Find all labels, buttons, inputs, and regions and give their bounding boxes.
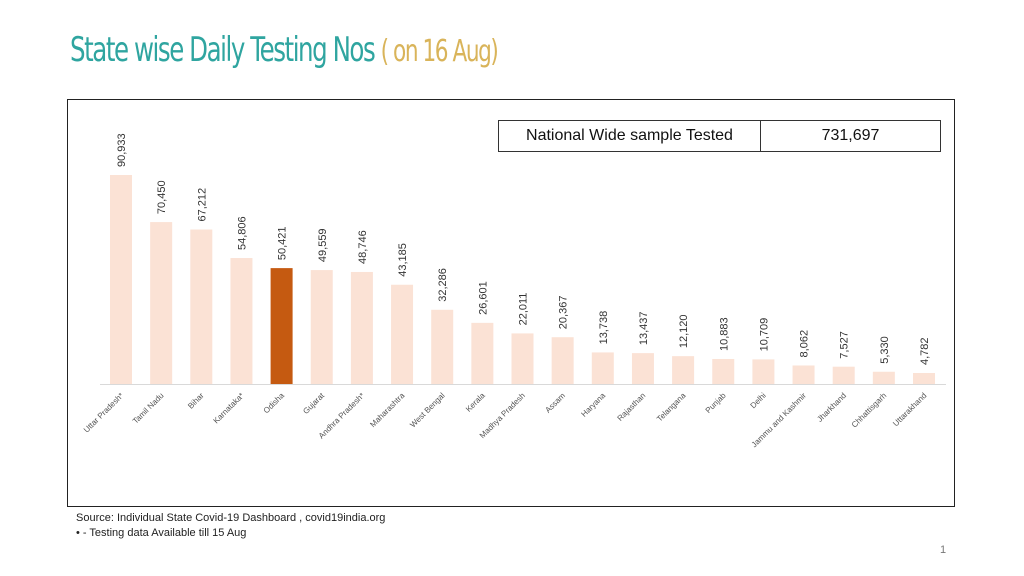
data-label: 70,450 xyxy=(156,180,168,214)
bar xyxy=(913,373,935,384)
bar xyxy=(350,271,373,384)
data-label: 54,806 xyxy=(236,216,248,250)
category-label: Telangana xyxy=(655,391,688,424)
data-label: 8,062 xyxy=(799,330,811,358)
national-total-value: 731,697 xyxy=(821,127,880,144)
national-total-table: National Wide sample Tested 731,697 xyxy=(498,120,941,152)
category-label: Jharkhand xyxy=(815,391,848,424)
data-label: 32,286 xyxy=(437,268,449,302)
data-label: 43,185 xyxy=(397,243,409,277)
bar xyxy=(110,175,132,384)
bar xyxy=(471,322,494,384)
category-label: Odisha xyxy=(262,391,287,416)
category-label: Bihar xyxy=(186,391,206,411)
bar xyxy=(752,359,775,384)
bar xyxy=(391,284,414,384)
category-label: Gujarat xyxy=(301,391,326,416)
data-label: 5,330 xyxy=(879,336,891,364)
data-label: 48,746 xyxy=(357,230,369,264)
data-label: 12,120 xyxy=(678,314,690,348)
category-label: Rajasthan xyxy=(616,391,648,423)
bar xyxy=(270,268,293,384)
bar xyxy=(511,333,534,384)
data-label: 49,559 xyxy=(317,228,329,262)
category-label: Uttarakhand xyxy=(891,391,928,428)
category-label: Delhi xyxy=(749,391,768,410)
category-label: Uttar Pradesh* xyxy=(82,391,125,434)
category-label: Assam xyxy=(543,391,567,415)
data-label: 20,367 xyxy=(558,296,570,330)
category-label: Chhattisgarh xyxy=(850,391,888,429)
bar xyxy=(631,353,654,384)
data-label: 13,437 xyxy=(638,311,650,345)
category-label: Kerala xyxy=(464,391,487,414)
data-label: 22,011 xyxy=(518,293,530,326)
bar xyxy=(230,258,253,384)
data-label: 13,738 xyxy=(598,311,610,345)
data-label: 7,527 xyxy=(839,331,851,359)
data-label: 10,883 xyxy=(718,317,730,351)
category-label: Tamil Nadu xyxy=(131,391,166,426)
source-note: Source: Individual State Covid-19 Dashbo… xyxy=(76,512,386,524)
bar xyxy=(712,358,735,384)
chart-frame xyxy=(67,99,955,507)
bar xyxy=(551,337,574,384)
bar xyxy=(872,371,895,384)
data-label: 10,709 xyxy=(758,318,770,352)
footnote: • - Testing data Available till 15 Aug xyxy=(76,527,247,539)
category-label: West Bengal xyxy=(408,391,446,429)
data-label: 50,421 xyxy=(277,226,289,260)
category-label: Punjab xyxy=(704,391,728,415)
page-number: 1 xyxy=(940,544,947,556)
bar xyxy=(310,270,333,384)
title-date: ( on 16 Aug) xyxy=(380,34,499,69)
data-label: 26,601 xyxy=(477,281,489,315)
bar xyxy=(832,366,855,384)
category-label: Maharashtra xyxy=(368,391,407,430)
data-label: 67,212 xyxy=(196,188,208,222)
bar xyxy=(672,356,695,384)
bar xyxy=(150,222,173,384)
page-title: State wise Daily Testing Nos ( on 16 Aug… xyxy=(70,30,499,70)
data-label: 4,782 xyxy=(919,337,931,365)
bar xyxy=(431,309,454,384)
data-label: 90,933 xyxy=(116,133,128,167)
bar xyxy=(792,365,815,384)
bar xyxy=(591,352,614,384)
bar xyxy=(190,229,213,384)
category-label: Karnataka* xyxy=(212,391,246,425)
national-total-label: National Wide sample Tested xyxy=(499,121,761,151)
category-label: Haryana xyxy=(579,391,607,419)
title-main: State wise Daily Testing Nos xyxy=(70,30,376,70)
